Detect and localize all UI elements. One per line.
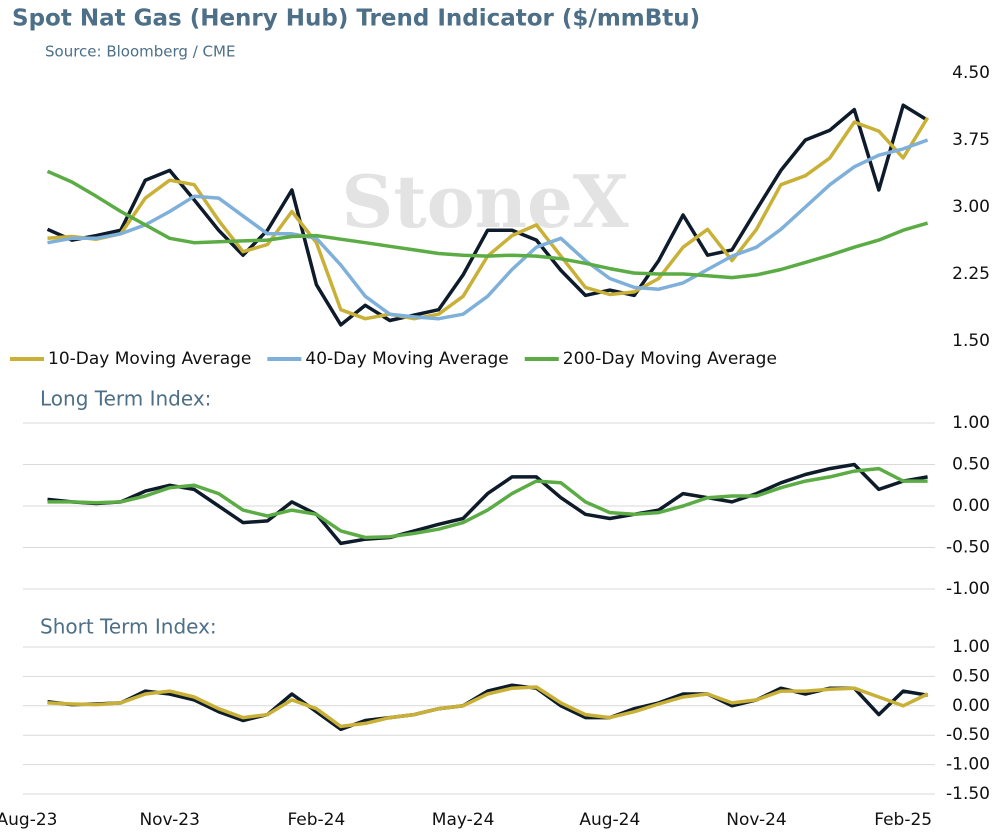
x-tick-label: May-24: [432, 810, 495, 830]
legend-label: 40-Day Moving Average: [305, 349, 508, 369]
series-line: [47, 466, 928, 540]
y-tick-label: -0.50: [946, 725, 990, 745]
y-tick-label: -0.50: [946, 538, 990, 558]
y-tick-label: 3.75: [952, 130, 990, 150]
x-tick-label: Nov-24: [726, 810, 787, 830]
y-tick-label: 0.50: [952, 666, 990, 686]
x-tick-label: Feb-24: [287, 810, 345, 830]
y-tick-label: -1.50: [946, 784, 990, 804]
x-tick-label: Aug-24: [579, 810, 640, 830]
y-tick-label: 0.00: [952, 696, 990, 716]
series-line: [46, 103, 929, 327]
panel-title: Short Term Index:: [40, 615, 217, 639]
y-tick-label: 3.00: [952, 197, 990, 217]
x-tick-label: Feb-25: [874, 810, 932, 830]
y-tick-label: -1.00: [946, 579, 990, 599]
chart-subtitle: Source: Bloomberg / CME: [45, 43, 235, 61]
y-tick-label: 0.50: [952, 455, 990, 475]
y-tick-label: 4.50: [952, 63, 990, 83]
y-tick-label: -1.00: [946, 755, 990, 775]
y-tick-label: 1.50: [952, 331, 990, 351]
x-tick-label: Aug-23: [0, 810, 57, 830]
panel-title: Long Term Index:: [40, 387, 211, 411]
chart-title: Spot Nat Gas (Henry Hub) Trend Indicator…: [12, 6, 700, 32]
y-tick-label: 1.00: [952, 637, 990, 657]
y-tick-label: 1.00: [952, 413, 990, 433]
series-line: [47, 683, 928, 732]
y-tick-label: 0.00: [952, 496, 990, 516]
series-line: [47, 462, 928, 546]
y-tick-label: 2.25: [952, 264, 990, 284]
legend-label: 10-Day Moving Average: [48, 349, 251, 369]
series-line: [46, 169, 929, 280]
series-line: [47, 138, 929, 321]
legend-label: 200-Day Moving Average: [563, 349, 777, 369]
x-tick-label: Nov-23: [139, 810, 200, 830]
watermark: StoneX: [341, 159, 628, 244]
series-line: [47, 685, 929, 729]
